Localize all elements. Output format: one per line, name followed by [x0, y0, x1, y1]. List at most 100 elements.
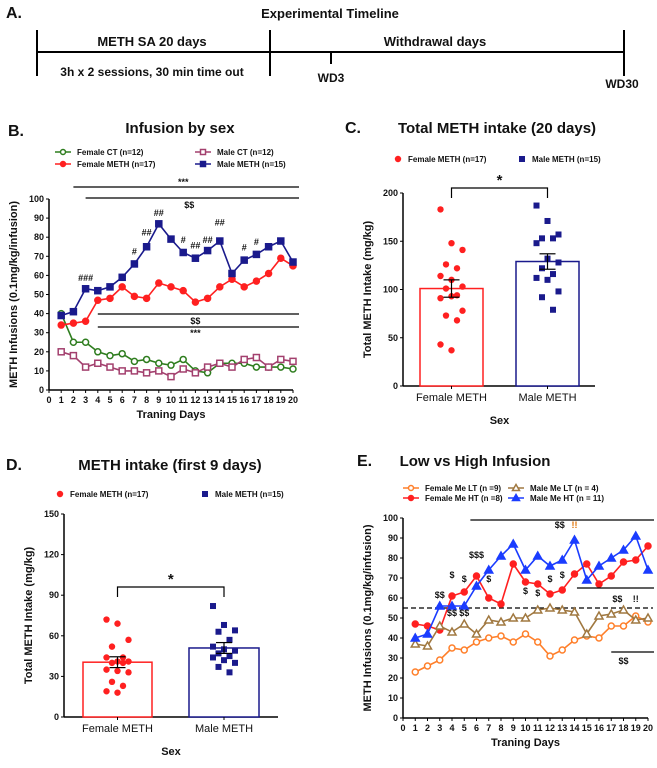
data-point — [103, 688, 110, 695]
data-point — [69, 319, 78, 327]
data-point — [277, 355, 285, 364]
y-tick-label: 0 — [393, 713, 398, 723]
data-point — [605, 608, 617, 618]
data-point — [533, 274, 540, 281]
phase1-label: METH SA 20 days — [97, 34, 206, 49]
data-point — [215, 628, 222, 635]
data-point — [520, 564, 531, 574]
data-point — [619, 558, 628, 566]
data-point — [642, 612, 654, 622]
significance-annotation: $ — [560, 570, 565, 580]
data-point — [520, 612, 531, 622]
data-point — [533, 202, 540, 209]
data-point — [108, 643, 116, 650]
data-point — [618, 604, 629, 614]
data-point — [485, 594, 493, 602]
x-tick-label: 15 — [582, 723, 592, 733]
bar — [419, 287, 484, 387]
x-tick-label: 20 — [288, 395, 298, 405]
y-tick-label: 20 — [388, 673, 398, 683]
data-point — [179, 365, 187, 373]
series-3 — [409, 530, 654, 642]
data-point — [106, 363, 114, 371]
x-tick-label: 14 — [215, 395, 225, 405]
data-point — [458, 618, 470, 628]
data-point — [472, 638, 481, 646]
data-point — [210, 654, 216, 661]
legend-label: Male Me HT (n = 11) — [530, 494, 604, 503]
x-tick-label: 6 — [474, 723, 479, 733]
wd30-label: WD30 — [605, 77, 639, 91]
series-1 — [411, 542, 652, 634]
y-tick-label: 150 — [383, 236, 398, 246]
y-tick-label: 0 — [39, 385, 44, 395]
data-point — [277, 237, 285, 245]
legend-label: Male METH (n=15) — [532, 155, 601, 164]
data-point — [142, 294, 151, 303]
series-3 — [57, 220, 297, 320]
significance-label: $$ — [184, 200, 194, 210]
x-tick-label: 19 — [276, 395, 286, 405]
data-point — [459, 246, 466, 254]
series-0 — [411, 612, 652, 676]
data-point — [130, 367, 139, 375]
data-point — [119, 659, 127, 667]
chart-panel-c: C. Total METH intake (20 days) 0 50 100 150 20… — [345, 120, 601, 427]
x-tick-label: 6 — [120, 395, 125, 405]
legend-marker — [59, 160, 67, 168]
data-point — [471, 580, 482, 590]
y-axis-label: Total METH Intake (mg/kg) — [362, 221, 374, 359]
wd3-label: WD3 — [318, 71, 345, 85]
data-point — [534, 638, 542, 646]
significance-annotation: ## — [203, 235, 213, 245]
legend-marker — [199, 148, 207, 156]
data-point — [226, 669, 233, 676]
x-tick-label: 12 — [190, 395, 200, 405]
data-point — [453, 265, 461, 272]
data-point — [57, 311, 65, 320]
data-point — [226, 653, 233, 660]
series-2 — [409, 602, 654, 650]
significance-annotation: $ — [449, 570, 454, 580]
data-point — [605, 552, 617, 562]
data-point — [409, 638, 421, 648]
x-tick-label: 0 — [400, 723, 405, 733]
data-point — [118, 367, 126, 375]
data-point — [232, 627, 238, 634]
data-point — [203, 363, 212, 371]
data-point — [448, 239, 455, 247]
x-tick-label: 14 — [569, 723, 579, 733]
data-point — [252, 353, 261, 362]
data-point — [125, 636, 132, 644]
chart-title: METH intake (first 9 days) — [78, 457, 261, 474]
data-point — [142, 243, 151, 251]
significance-annotation: ## — [154, 208, 164, 218]
significance-annotation: $$ — [447, 608, 457, 618]
y-tick-label: 80 — [34, 232, 44, 242]
x-tick-label: 2 — [71, 395, 76, 405]
y-tick-label: 0 — [54, 712, 59, 722]
y-tick-label: 30 — [388, 653, 398, 663]
data-point — [544, 276, 551, 283]
y-tick-label: 120 — [44, 550, 59, 560]
data-point — [485, 634, 493, 642]
x-tick-label: Female METH — [82, 723, 153, 735]
y-tick-label: 80 — [388, 553, 398, 563]
significance-annotation: $ — [523, 586, 528, 596]
data-point — [210, 643, 216, 650]
data-point — [203, 294, 212, 303]
data-point — [509, 638, 517, 646]
significance-label-secondary: !! — [572, 520, 578, 530]
x-tick-label: 7 — [486, 723, 491, 733]
data-point — [191, 298, 200, 306]
data-point — [539, 265, 545, 272]
x-tick-label: 5 — [107, 395, 112, 405]
significance-label: *** — [178, 177, 189, 187]
data-point — [555, 288, 562, 295]
data-point — [453, 317, 461, 324]
data-point — [555, 231, 562, 238]
data-point — [125, 669, 132, 676]
y-tick-label: 50 — [388, 333, 398, 343]
data-point — [411, 668, 419, 676]
data-point — [495, 550, 507, 560]
